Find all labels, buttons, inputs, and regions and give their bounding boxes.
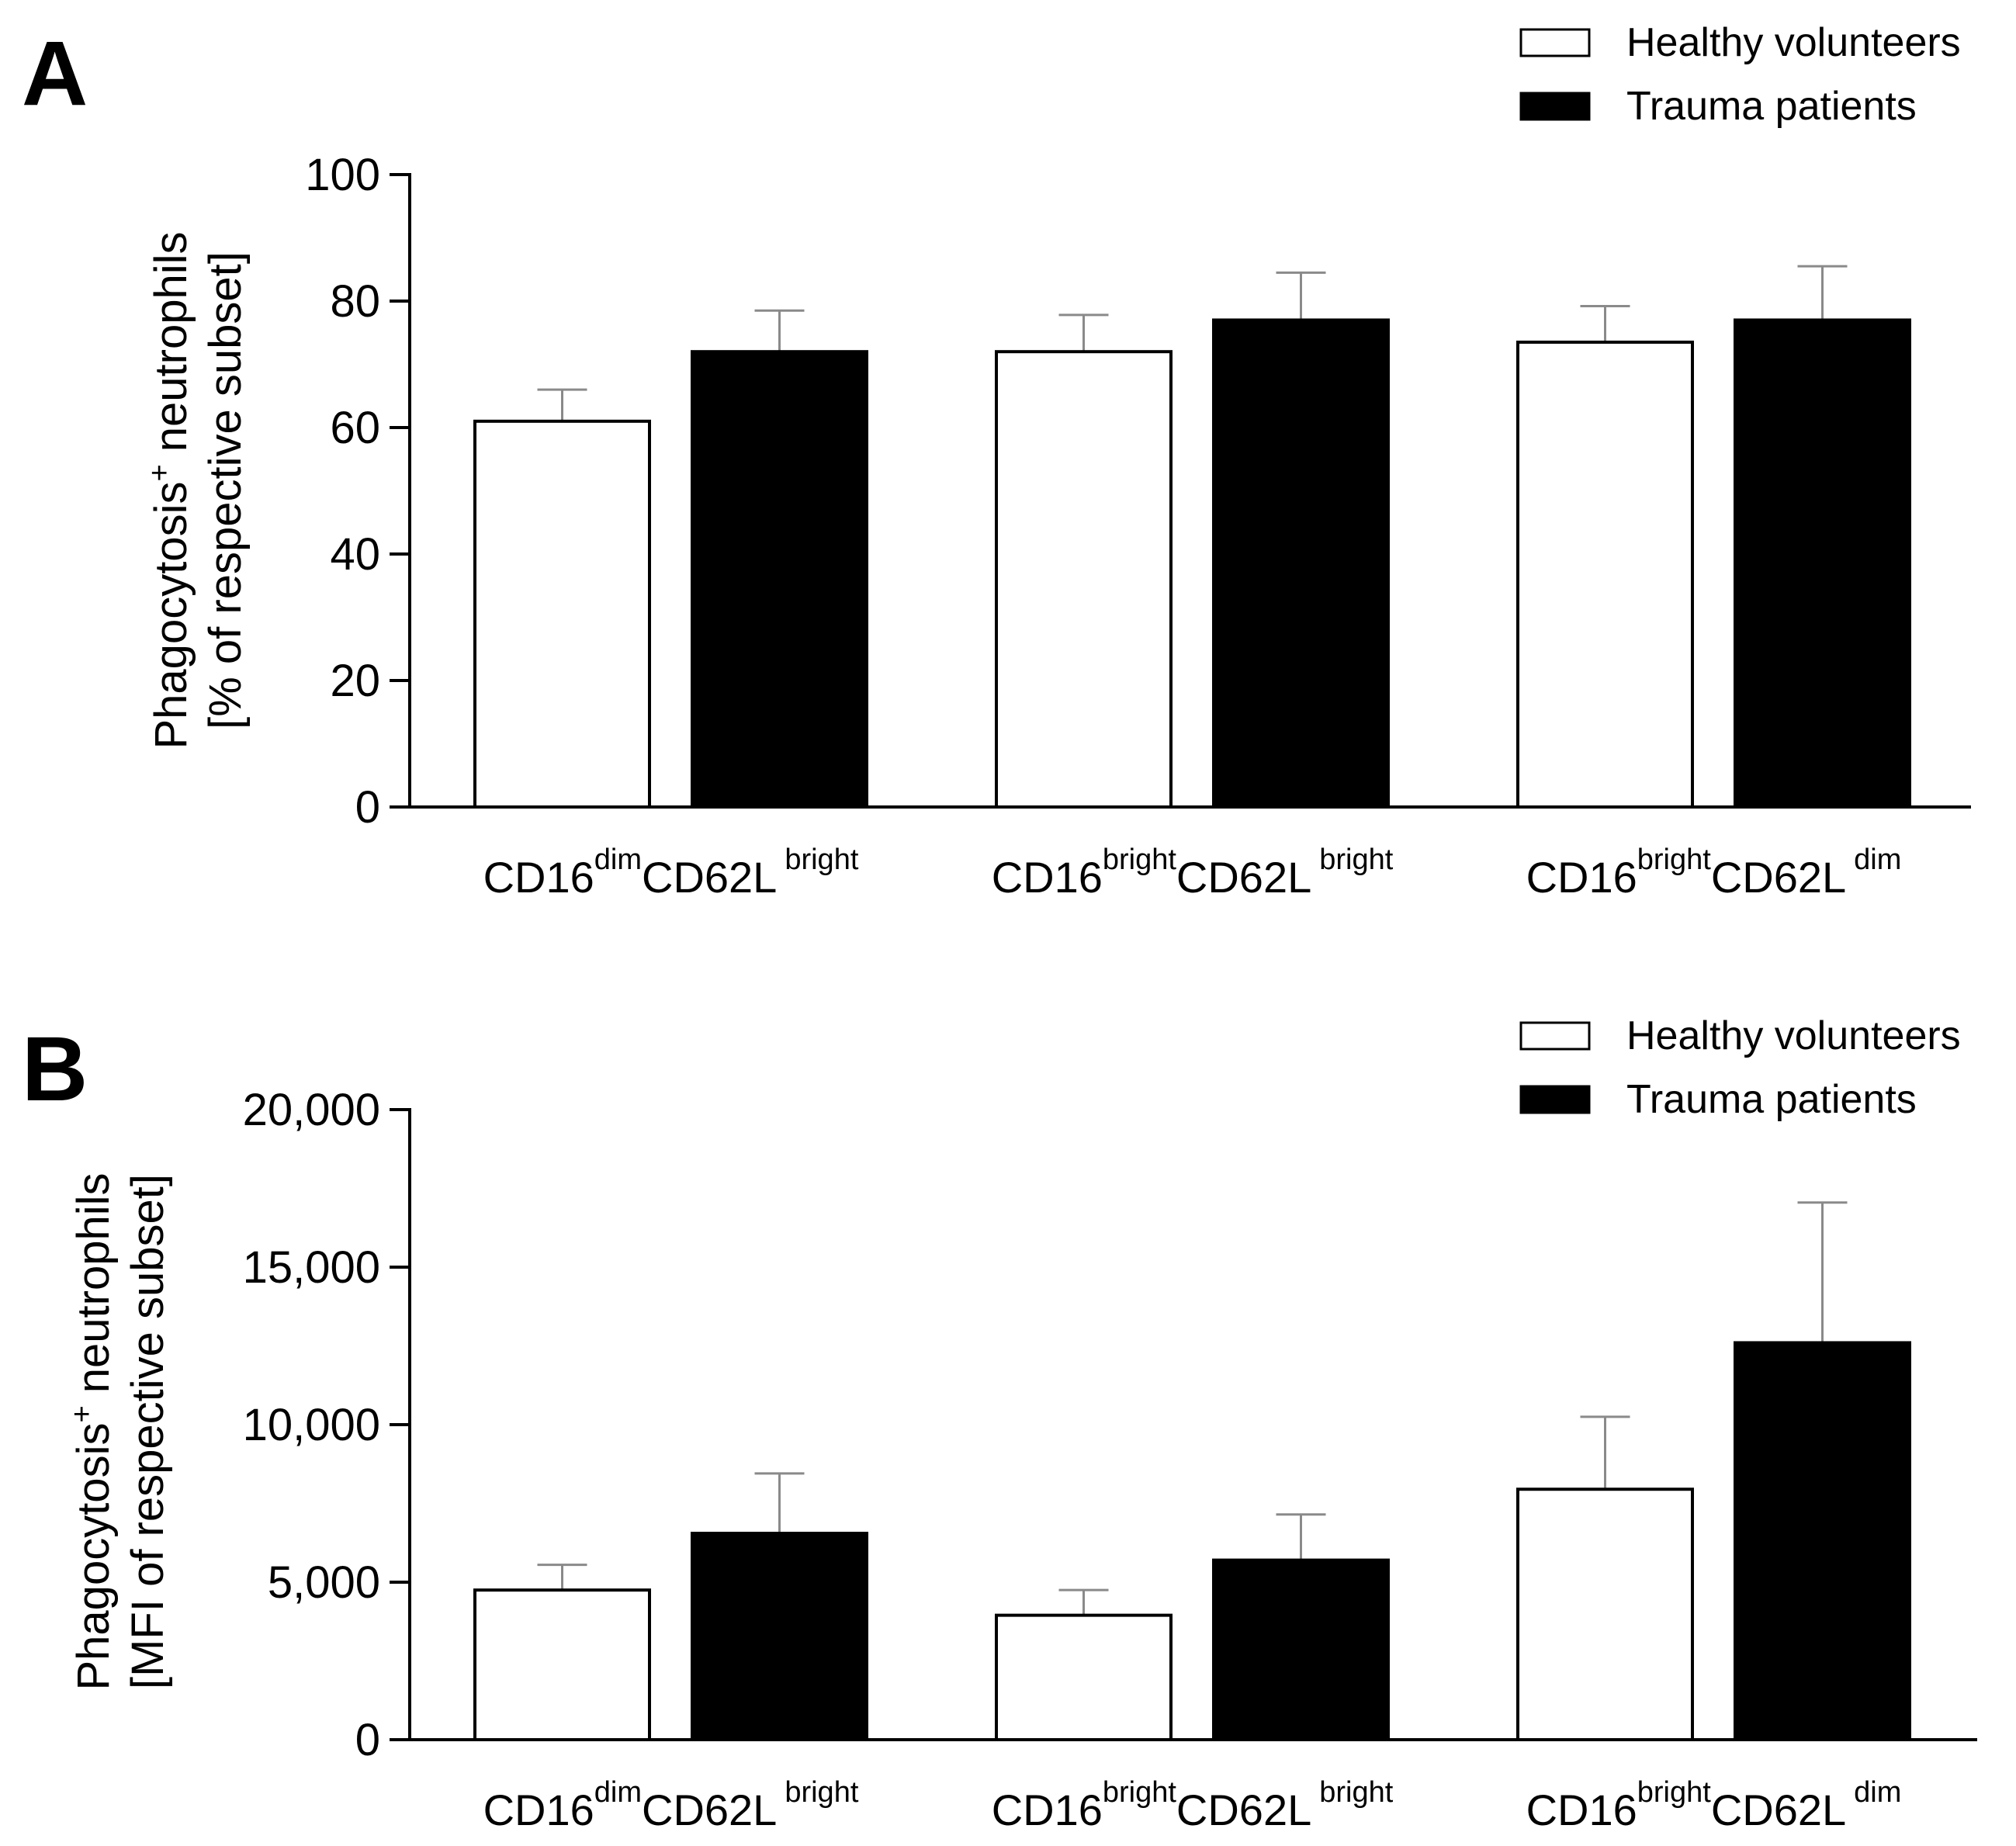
y-axis-title-superscript: +: [144, 464, 176, 481]
x-tick-label-base: CD62L: [642, 853, 777, 902]
y-axis-title-line1: Phagocytosis+ neutrophils: [66, 1172, 119, 1690]
x-tick-label: CD16brightCD62L dim: [1526, 843, 1902, 902]
y-tick-label: 5,000: [268, 1557, 380, 1608]
bar: [691, 350, 868, 809]
y-axis-title-text: neutrophils: [68, 1172, 119, 1405]
bar: [1516, 340, 1694, 809]
x-tick-label-superscript: bright: [785, 843, 858, 876]
x-tick-label-base: CD16: [992, 853, 1103, 902]
bar: [995, 1613, 1173, 1741]
bar: [1734, 318, 1911, 809]
y-tick-label: 15,000: [243, 1242, 380, 1293]
y-tick-label: 80: [330, 276, 380, 327]
x-tick-label-superscript: dim: [594, 843, 642, 876]
y-tick-label: 100: [305, 150, 380, 200]
bar: [1734, 1341, 1911, 1741]
panel-b: B Healthy volunteers Trauma patients 0 5,000…: [22, 1013, 1977, 1834]
y-tick-label: 60: [330, 403, 380, 453]
legend-swatch: [1519, 28, 1591, 57]
x-tick-label-superscript: dim: [1854, 1776, 1901, 1809]
legend-swatch: [1519, 1021, 1591, 1051]
x-tick-label: CD16brightCD62L bright: [992, 1776, 1394, 1834]
x-tick-label-superscript: bright: [1319, 843, 1393, 876]
x-tick-label-base: CD16: [992, 1785, 1103, 1834]
y-axis-title-text: neutrophils: [146, 231, 196, 464]
legend-swatch: [1519, 92, 1591, 121]
x-tick-label: CD16brightCD62L dim: [1526, 1776, 1902, 1834]
y-tick-label: 0: [355, 782, 380, 833]
x-tick-label: CD16dimCD62L bright: [483, 843, 859, 902]
x-tick-label-superscript: bright: [1319, 1776, 1393, 1809]
bar: [1516, 1488, 1694, 1741]
x-tick-label-base: CD62L: [1176, 1785, 1311, 1834]
x-tick-label-base: CD62L: [1176, 853, 1311, 902]
x-tick-label-base: CD16: [483, 853, 594, 902]
x-tick-label-superscript: bright: [1103, 843, 1176, 876]
bar: [691, 1532, 868, 1741]
y-tick-label: 0: [355, 1715, 380, 1765]
bar: [473, 1588, 651, 1741]
panel-label: B: [22, 1018, 88, 1120]
legend-label: Healthy volunteers: [1626, 20, 1961, 65]
bar: [1212, 318, 1390, 809]
x-tick-label: CD16brightCD62L bright: [992, 843, 1394, 902]
y-axis-title-line2: [MFI of respective subset]: [123, 1174, 173, 1689]
x-tick-label-superscript: bright: [1637, 843, 1711, 876]
legend-swatch: [1519, 1085, 1591, 1114]
x-tick-label-base: CD16: [1526, 1785, 1637, 1834]
y-tick-label: 40: [330, 529, 380, 580]
x-tick-label-base: CD16: [1526, 853, 1637, 902]
panel-a: A Healthy volunteers Trauma patients 0 20 40 6…: [22, 20, 1971, 902]
y-tick-label: 10,000: [243, 1400, 380, 1450]
bar: [473, 419, 651, 809]
legend-label: Trauma patients: [1626, 1077, 1917, 1122]
y-tick-label: 20,000: [243, 1085, 380, 1135]
y-tick-label: 20: [330, 656, 380, 706]
legend-label: Trauma patients: [1626, 84, 1917, 129]
y-axis-title-text: Phagocytosis: [68, 1423, 119, 1691]
x-tick-label-superscript: dim: [594, 1776, 642, 1809]
y-axis-title-line1: Phagocytosis+ neutrophils: [144, 231, 196, 749]
legend-label: Healthy volunteers: [1626, 1013, 1961, 1058]
x-tick-label: CD16dimCD62L bright: [483, 1776, 859, 1834]
x-tick-label-base: CD62L: [1711, 853, 1846, 902]
x-tick-label-base: CD62L: [1711, 1785, 1846, 1834]
bar: [1212, 1558, 1390, 1741]
y-axis-title-text: Phagocytosis: [146, 482, 196, 750]
x-tick-label-superscript: bright: [1103, 1776, 1176, 1809]
x-tick-label-base: CD16: [483, 1785, 594, 1834]
x-tick-label-superscript: bright: [785, 1776, 858, 1809]
x-tick-label-superscript: bright: [1637, 1776, 1711, 1809]
y-axis-title-superscript: +: [66, 1405, 99, 1422]
x-tick-label-superscript: dim: [1854, 843, 1901, 876]
x-tick-label-base: CD62L: [642, 1785, 777, 1834]
bar: [995, 350, 1173, 809]
panel-label: A: [22, 23, 88, 125]
y-axis-title-line2: [% of respective subset]: [200, 251, 251, 729]
